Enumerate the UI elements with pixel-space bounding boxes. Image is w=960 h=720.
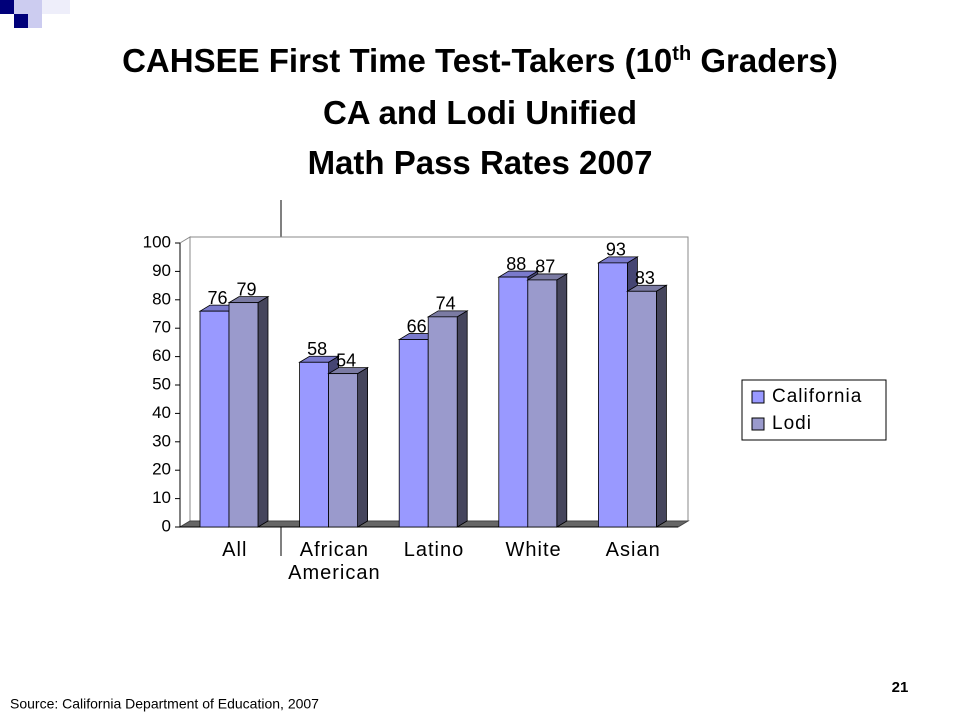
- value-label: 54: [336, 350, 356, 370]
- bar-side: [257, 295, 269, 528]
- y-tick-label: 50: [152, 374, 171, 393]
- decor: [56, 0, 70, 14]
- value-label: 88: [506, 254, 526, 274]
- value-label: 83: [635, 268, 655, 288]
- y-tick-label: 60: [152, 346, 171, 365]
- title-text: CAHSEE First Time Test-Takers (10: [122, 42, 673, 79]
- bar: [526, 273, 569, 528]
- bar-side: [556, 273, 568, 528]
- x-tick-label: All: [222, 539, 248, 561]
- legend-swatch: [751, 417, 765, 431]
- legend-box: [741, 379, 887, 441]
- bar-front: [498, 276, 529, 528]
- bar-side: [656, 284, 667, 528]
- value-label: 66: [407, 316, 427, 336]
- value-label: 76: [207, 288, 227, 308]
- decor: [14, 0, 28, 14]
- value-label: 79: [236, 279, 256, 299]
- bar-front: [627, 290, 657, 528]
- title-sup: th: [672, 43, 692, 65]
- y-tick-label: 80: [152, 289, 171, 308]
- legend-label: Lodi: [772, 413, 812, 434]
- decor: [42, 0, 56, 14]
- bar-front: [427, 316, 458, 528]
- bar-front: [299, 361, 330, 528]
- title-text: Graders): [691, 42, 838, 79]
- decor: [14, 14, 28, 28]
- title-line: CA and Lodi Unified: [322, 94, 638, 131]
- bar-front: [328, 373, 359, 528]
- y-tick-label: 70: [152, 318, 171, 337]
- value-label: 87: [535, 257, 555, 277]
- legend-swatch: [751, 390, 765, 404]
- x-tick-label: African American: [288, 539, 381, 584]
- bar-front: [398, 339, 429, 528]
- side-wall: [179, 236, 191, 528]
- bar: [227, 295, 270, 528]
- bar-front: [598, 262, 628, 528]
- title-line: CAHSEE First Time Test-Takers (10th Grad…: [0, 42, 960, 80]
- y-tick-label: 30: [152, 431, 171, 450]
- bar: [327, 366, 370, 528]
- value-label: 93: [606, 240, 626, 260]
- bar-front: [199, 310, 230, 528]
- value-label: 74: [436, 294, 456, 314]
- x-tick-label: White: [505, 539, 562, 561]
- bar-side: [357, 366, 369, 528]
- y-tick-label: 0: [162, 516, 171, 535]
- bar-side: [456, 310, 468, 528]
- y-tick-label: 90: [152, 261, 171, 280]
- bar-front: [228, 302, 259, 528]
- bar: [625, 284, 668, 528]
- source: Source: California Department of Educati…: [10, 696, 319, 712]
- bar: [426, 310, 469, 528]
- decor: [28, 14, 42, 28]
- bar-front: [527, 279, 558, 528]
- x-tick-label: Latino: [403, 539, 465, 561]
- y-tick-label: 100: [143, 232, 171, 251]
- title-line: Math Pass Rates 2007: [307, 144, 653, 181]
- value-label: 58: [307, 339, 327, 359]
- page-number: 21: [892, 679, 909, 696]
- legend-label: California: [772, 386, 862, 407]
- decor: [0, 0, 14, 14]
- x-tick-label: Asian: [605, 539, 661, 561]
- y-tick-label: 10: [152, 488, 171, 507]
- y-tick-label: 40: [152, 403, 171, 422]
- y-tick-label: 20: [152, 460, 171, 479]
- decor: [28, 0, 42, 14]
